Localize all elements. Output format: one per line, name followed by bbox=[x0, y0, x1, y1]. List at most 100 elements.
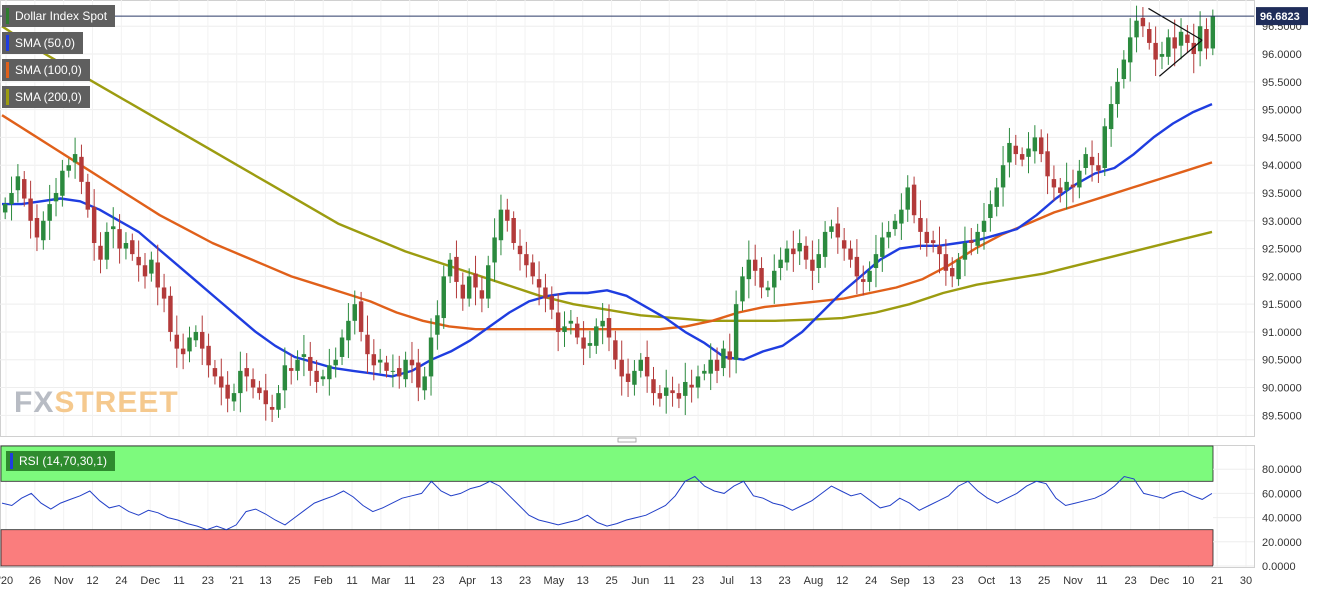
candle-body bbox=[1115, 81, 1120, 105]
candle-body bbox=[479, 290, 485, 299]
triangle-lower-line bbox=[1158, 39, 1203, 77]
candle-body bbox=[1077, 170, 1082, 188]
legend-sma50-label: SMA (50,0) bbox=[15, 36, 76, 50]
candle-body bbox=[867, 270, 872, 282]
candle-body bbox=[460, 284, 466, 299]
panel-resize-handle bbox=[617, 437, 637, 443]
candle-body bbox=[263, 390, 268, 405]
legend-sma200: SMA (200,0) bbox=[2, 86, 90, 108]
x-tick-label: Dec bbox=[140, 575, 160, 587]
candle-body bbox=[1134, 20, 1139, 38]
candle-body bbox=[1108, 104, 1114, 130]
candle-body bbox=[1159, 54, 1165, 57]
candle-body bbox=[34, 218, 40, 238]
candle-body bbox=[308, 356, 313, 371]
candle-body bbox=[473, 273, 478, 288]
candle-body bbox=[778, 259, 783, 269]
rsi-legend: RSI (14,70,30,1) bbox=[6, 451, 116, 471]
sma50-swatch bbox=[6, 35, 9, 51]
x-tick-label: 23 bbox=[692, 575, 704, 587]
last-price-label: 96.6823 bbox=[1260, 11, 1300, 23]
candle-body bbox=[1019, 154, 1025, 160]
price-tick-label: 96.0000 bbox=[1262, 49, 1302, 61]
rsi-tick-label: 80.0000 bbox=[1262, 464, 1302, 476]
x-tick-label: 23 bbox=[519, 575, 531, 587]
candle-body bbox=[988, 204, 993, 218]
candle-body bbox=[60, 170, 65, 196]
candle-body bbox=[1083, 154, 1088, 168]
candle-body bbox=[187, 337, 192, 352]
candle-body bbox=[765, 287, 771, 291]
candle-body bbox=[104, 231, 110, 260]
candle-body bbox=[85, 181, 91, 210]
rsi-tick-label: 20.0000 bbox=[1262, 537, 1302, 549]
candle-body bbox=[403, 359, 408, 380]
candle-body bbox=[47, 204, 52, 221]
price-tick-label: 90.5000 bbox=[1262, 355, 1302, 367]
x-tick-label: 13 bbox=[923, 575, 935, 587]
candle-body bbox=[238, 370, 243, 394]
candle-body bbox=[880, 237, 885, 257]
rsi-swatch bbox=[10, 453, 13, 469]
candle-body bbox=[632, 370, 637, 385]
candle-body bbox=[562, 326, 567, 332]
candle-body bbox=[937, 245, 942, 255]
rsi-legend-label: RSI (14,70,30,1) bbox=[19, 454, 108, 468]
candle-body bbox=[854, 256, 860, 277]
x-tick-label: 24 bbox=[115, 575, 127, 587]
candle-body bbox=[1191, 42, 1196, 55]
candle-body bbox=[543, 287, 548, 299]
candle-body bbox=[257, 387, 262, 394]
x-tick-label: 23 bbox=[952, 575, 964, 587]
candle-body bbox=[1121, 59, 1127, 80]
candle-body bbox=[873, 254, 879, 269]
candle-body bbox=[1102, 126, 1107, 168]
candle-body bbox=[454, 256, 459, 282]
candle-body bbox=[441, 276, 446, 319]
candle-body bbox=[174, 334, 180, 349]
candle-body bbox=[702, 370, 707, 374]
x-tick-label: 13 bbox=[750, 575, 762, 587]
candle-body bbox=[91, 206, 97, 244]
candle-body bbox=[155, 262, 160, 288]
candle-body bbox=[282, 365, 288, 391]
candle-body bbox=[250, 379, 256, 388]
candle-body bbox=[314, 370, 319, 382]
candle-body bbox=[320, 376, 326, 380]
candle-body bbox=[269, 406, 275, 410]
x-tick-label: Jun bbox=[632, 575, 650, 587]
candle-body bbox=[587, 343, 593, 346]
candle-body bbox=[79, 156, 84, 182]
candle-body bbox=[721, 348, 726, 369]
candle-body bbox=[199, 331, 205, 349]
candle-body bbox=[358, 301, 364, 332]
x-tick-label: Nov bbox=[54, 575, 74, 587]
candle-body bbox=[41, 220, 46, 241]
candle-body bbox=[930, 240, 936, 244]
x-tick-label: 23 bbox=[778, 575, 790, 587]
candle-body bbox=[606, 318, 612, 338]
candle-body bbox=[517, 245, 523, 255]
candle-body bbox=[53, 192, 59, 202]
candle-body bbox=[924, 231, 930, 244]
candle-body bbox=[1038, 137, 1044, 155]
x-tick-label: Feb bbox=[314, 575, 333, 587]
candle-body bbox=[663, 387, 669, 396]
sma100-swatch bbox=[6, 62, 9, 78]
last-price-tag bbox=[1256, 7, 1308, 26]
candle-body bbox=[72, 154, 78, 163]
candle-body bbox=[816, 254, 821, 269]
price-tick-label: 92.5000 bbox=[1262, 244, 1302, 256]
price-tick-label: 96.5000 bbox=[1262, 21, 1302, 33]
candle-body bbox=[752, 259, 758, 271]
candle-body bbox=[708, 359, 713, 374]
candle-body bbox=[861, 279, 866, 282]
candle-body bbox=[1147, 29, 1152, 43]
x-tick-label: 30 bbox=[1240, 575, 1252, 587]
candle-body bbox=[339, 337, 345, 357]
price-tick-label: 89.5000 bbox=[1262, 410, 1302, 422]
candle-body bbox=[714, 359, 720, 371]
candle-body bbox=[1007, 142, 1012, 163]
x-tick-label: Dec bbox=[1150, 575, 1170, 587]
candle-body bbox=[333, 359, 338, 366]
